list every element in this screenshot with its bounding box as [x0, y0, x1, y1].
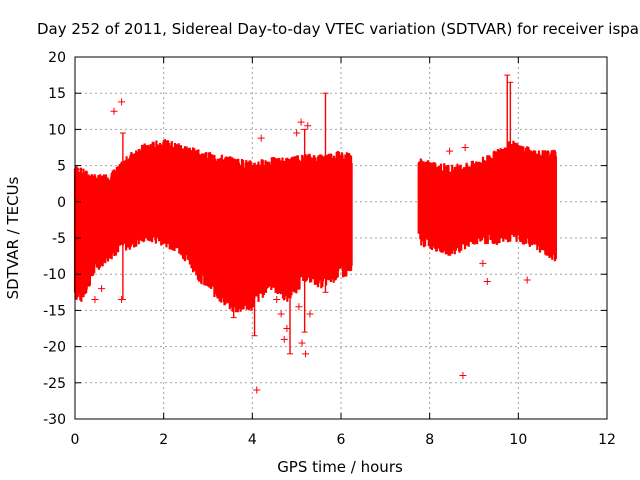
data-point [91, 296, 99, 304]
y-tick-label: 20 [48, 50, 66, 66]
data-point [237, 299, 245, 307]
y-tick-label: -10 [43, 267, 66, 283]
data-point [295, 303, 303, 311]
x-tick-label: 10 [509, 432, 527, 448]
y-tick-label: 15 [48, 86, 66, 102]
data-point [302, 350, 310, 358]
data-point [273, 296, 281, 304]
data-point [253, 386, 261, 394]
data-point [459, 372, 467, 380]
data-point [483, 277, 491, 285]
y-axis-label: SDTVAR / TECUs [4, 176, 22, 299]
data-point [257, 134, 265, 142]
data-point [151, 147, 159, 155]
data-point [298, 339, 306, 347]
data-point [461, 144, 469, 151]
data-point [446, 147, 454, 155]
y-tick-label: 10 [48, 122, 66, 138]
data-point [297, 118, 305, 126]
data-point [280, 335, 288, 343]
x-tick-label: 2 [159, 432, 168, 448]
y-tick-label: -30 [43, 412, 66, 428]
axis-ticks: -30 -25 -20 -15 -10 -5 0 5 10 15 20 0 2 4 6 8 10 12 [43, 50, 616, 448]
data-point [293, 129, 301, 137]
chart-title: Day 252 of 2011, Sidereal Day-to-day VTE… [37, 20, 639, 38]
data-point [479, 259, 487, 267]
y-tick-label: 5 [57, 159, 66, 175]
x-tick-label: 6 [337, 432, 346, 448]
y-tick-label: -20 [43, 340, 66, 356]
y-tick-label: -5 [52, 231, 66, 247]
data-point [283, 325, 291, 332]
y-tick-label: 0 [57, 195, 66, 211]
y-tick-label: -25 [43, 376, 66, 392]
data-point [110, 107, 118, 115]
data-point [523, 276, 531, 284]
data-point [306, 310, 314, 318]
data-point [118, 296, 126, 304]
x-tick-label: 4 [248, 432, 257, 448]
x-tick-label: 0 [71, 432, 80, 448]
x-axis-label: GPS time / hours [277, 458, 403, 476]
data-point [277, 310, 285, 318]
x-tick-label: 8 [425, 432, 434, 448]
data-point [304, 122, 312, 130]
y-tick-label: -15 [43, 303, 66, 319]
x-tick-label: 12 [598, 432, 616, 448]
data-point [98, 285, 106, 293]
data-point [118, 98, 126, 106]
